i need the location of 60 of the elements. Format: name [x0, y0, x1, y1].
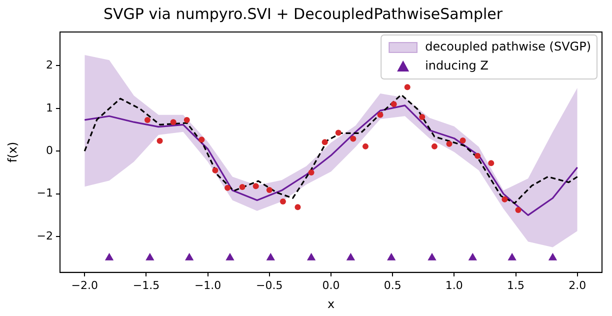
point: [460, 137, 466, 144]
x-tick-label: 0.5: [384, 278, 402, 292]
point: [144, 116, 150, 123]
x-tick-label: 1.0: [445, 278, 463, 292]
point: [226, 252, 234, 260]
y-axis-title: f(x): [5, 142, 20, 163]
x-tick-label: 2.0: [568, 278, 586, 292]
x-tick-label: 1.5: [507, 278, 525, 292]
point: [390, 101, 397, 108]
y-tick-label: −1: [36, 186, 53, 200]
y-tick-label: 2: [46, 58, 53, 72]
point: [474, 152, 481, 159]
point: [266, 252, 275, 260]
point: [146, 252, 154, 260]
point: [294, 204, 301, 210]
point: [308, 169, 314, 176]
x-tick-label: −1.0: [194, 278, 222, 292]
point: [431, 143, 438, 150]
point: [428, 252, 436, 260]
x-axis-title: x: [327, 296, 335, 311]
y-tick-label: 1: [46, 101, 53, 114]
y-tick-label: −2: [36, 229, 53, 242]
point: [212, 167, 218, 174]
point: [387, 252, 396, 260]
x-tick-label: −1.5: [132, 278, 160, 292]
point: [350, 136, 356, 142]
point: [185, 252, 194, 260]
x-tick-label: 0.0: [322, 278, 340, 292]
point: [446, 140, 452, 147]
line-series: [84, 94, 578, 204]
point: [548, 252, 558, 260]
point: [156, 138, 163, 144]
point: [104, 252, 114, 260]
legend-label: inducing Z: [425, 58, 488, 73]
point: [280, 198, 286, 205]
point: [335, 130, 342, 136]
point: [239, 184, 246, 190]
point: [502, 196, 508, 202]
point: [508, 252, 516, 260]
point: [252, 183, 259, 190]
point: [266, 186, 272, 193]
chart-title: SVGP via numpyro.SVI + DecoupledPathwiseSampler: [103, 4, 504, 23]
x-tick-label: −0.5: [256, 278, 283, 292]
legend-label: decoupled pathwise (SVGP): [425, 40, 592, 54]
y-tick-label: 0: [46, 144, 53, 157]
point: [419, 114, 426, 120]
point: [184, 116, 190, 123]
point: [515, 207, 522, 214]
point: [404, 84, 410, 90]
point: [377, 112, 384, 118]
point: [170, 119, 176, 126]
point: [488, 160, 494, 166]
point: [198, 136, 205, 143]
point: [306, 252, 316, 260]
point: [468, 252, 477, 260]
point: [224, 184, 231, 191]
point: [346, 252, 356, 260]
point: [362, 143, 368, 150]
x-tick-label: −2.0: [71, 278, 98, 292]
point: [322, 139, 328, 146]
